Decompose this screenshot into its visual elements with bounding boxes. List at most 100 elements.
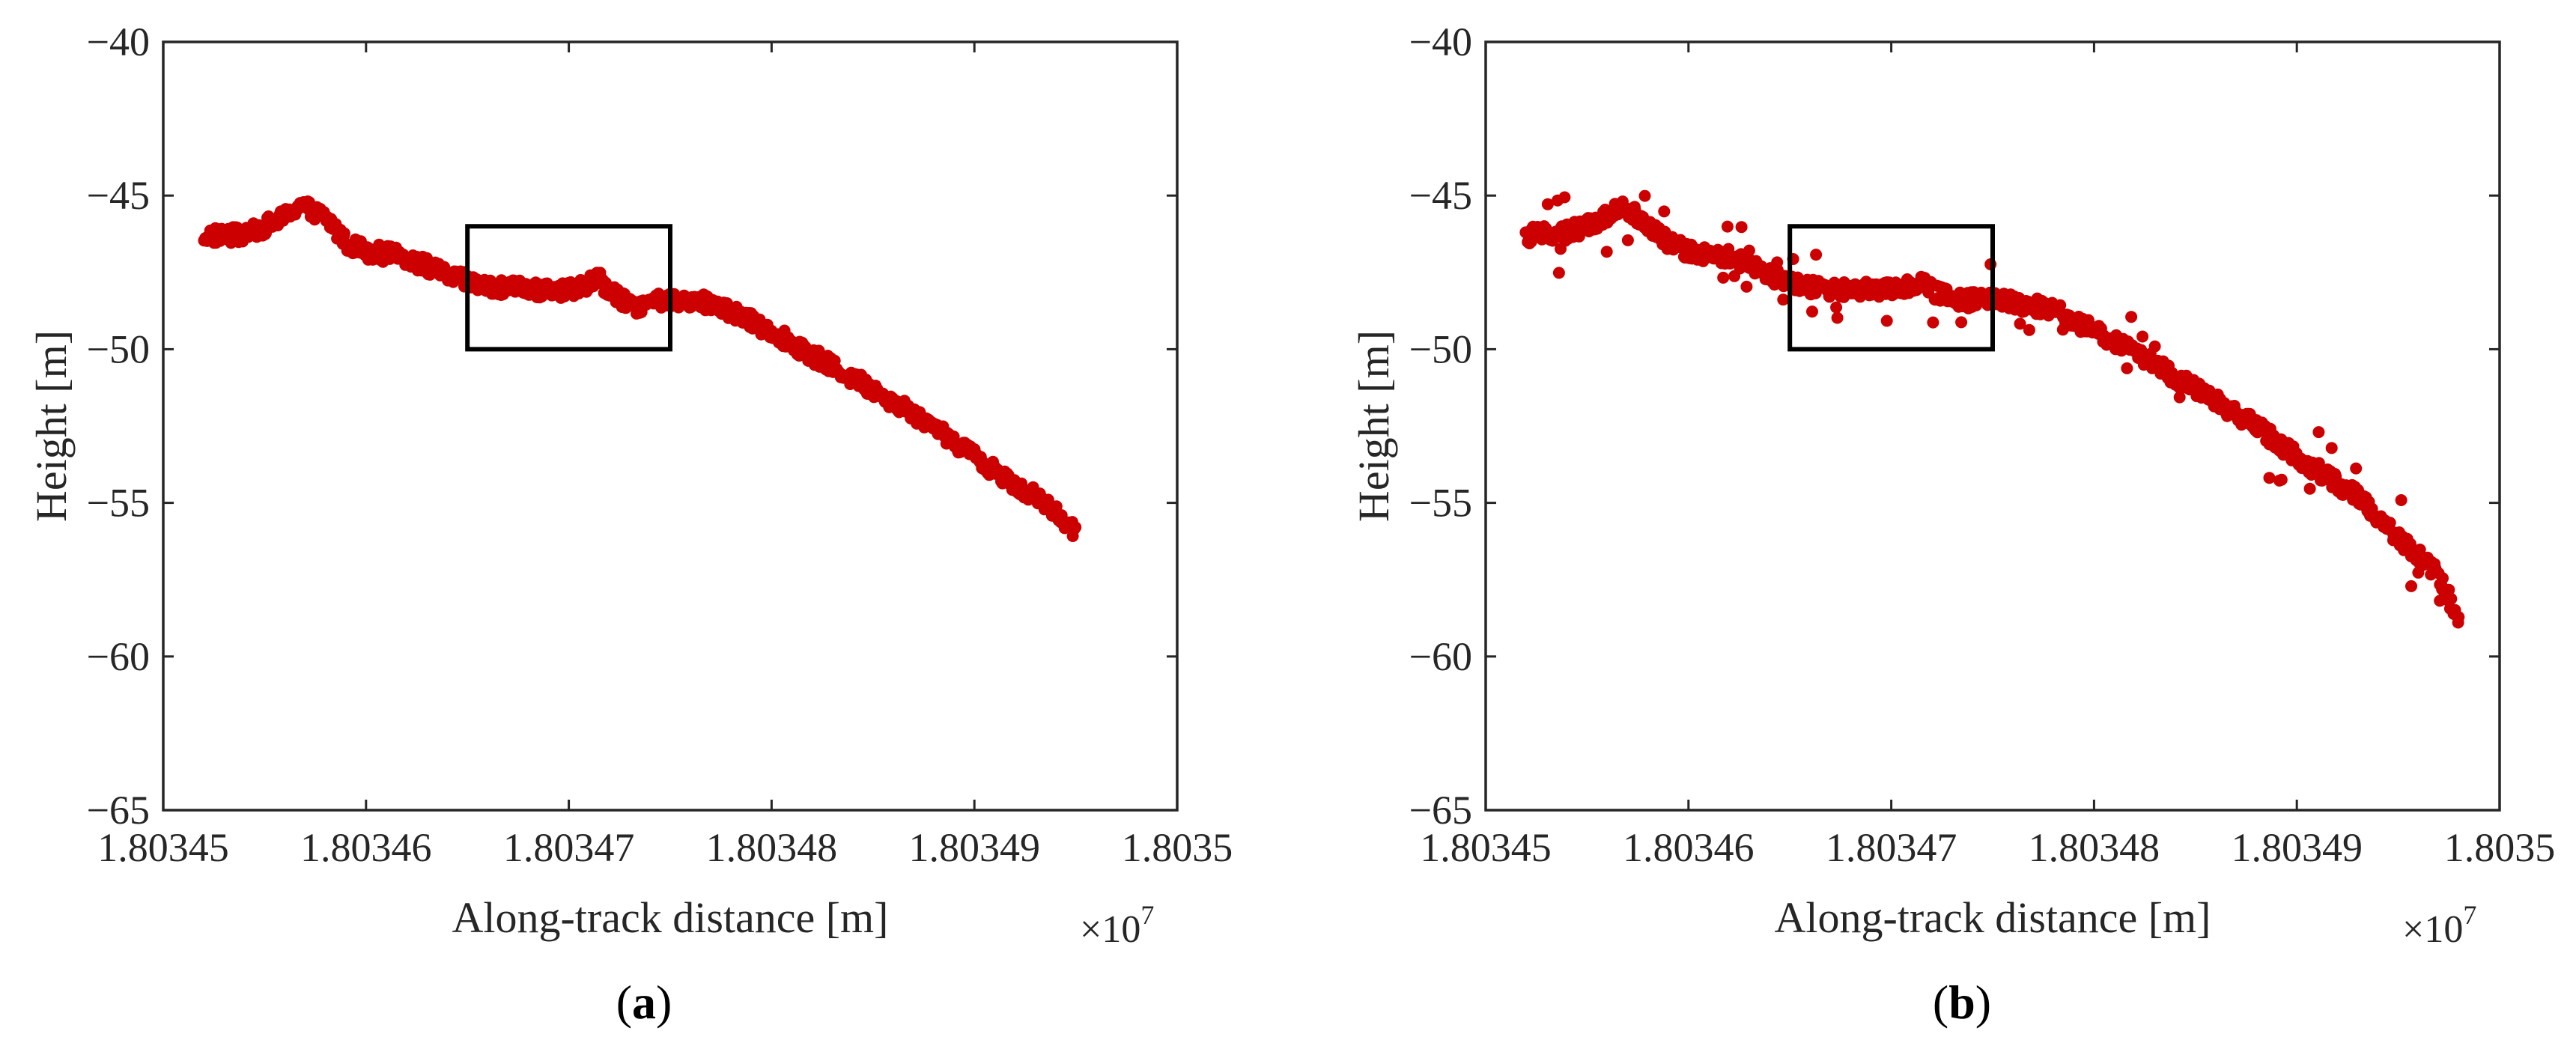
y-tick-label-b: −60 (1409, 634, 1472, 679)
x-tick-label-a: 1.80348 (706, 825, 838, 870)
panel-letter-a: a (632, 976, 656, 1029)
x-tick-label-b: 1.80348 (2029, 825, 2160, 870)
scatter-points-a (198, 195, 1082, 542)
outlier-point-b (1721, 220, 1734, 233)
x-exponent-b: ×107 (2402, 900, 2476, 951)
data-point-a (1069, 521, 1082, 534)
outlier-point-b (2395, 494, 2408, 506)
outlier-point-b (1955, 316, 1968, 329)
plot-frame-b (1484, 40, 2501, 812)
panel-letter-b: b (1948, 976, 1975, 1029)
data-point-a (438, 261, 451, 273)
data-point-b (2443, 583, 2455, 596)
outlier-point-b (1810, 249, 1823, 261)
x-tick-label-b: 1.80346 (1623, 825, 1755, 870)
outlier-point-b (1558, 191, 1571, 204)
outlier-point-b (1830, 301, 1843, 314)
y-tick-label-a: −60 (87, 634, 150, 679)
x-exponent-base-b: ×10 (2402, 908, 2463, 951)
data-point-b (1722, 243, 1735, 255)
y-axis-label-a: Height [m] (27, 330, 76, 522)
outlier-point-b (1621, 234, 1634, 246)
x-axis-label-a: Along-track distance [m] (452, 893, 888, 942)
y-tick-label-a: −65 (87, 788, 150, 833)
data-point-b (2445, 592, 2458, 605)
x-tick-label-b: 1.8035 (2444, 825, 2556, 870)
outlier-point-b (2173, 391, 2186, 404)
y-tick-label-a: −55 (87, 481, 150, 526)
y-tick-label-b: −65 (1409, 788, 1472, 833)
outlier-point-b (2121, 362, 2133, 374)
outlier-point-b (2405, 580, 2417, 592)
outlier-point-b (2303, 482, 2316, 495)
x-exponent-power-a: 7 (1140, 900, 1154, 930)
panel-label-b: (b) (1933, 976, 1991, 1029)
x-tick-label-a: 1.8035 (1122, 825, 1233, 870)
x-tick-label-b: 1.80347 (1826, 825, 1957, 870)
outlier-point-b (2325, 442, 2338, 454)
outlier-point-b (2023, 323, 2035, 336)
outlier-point-b (1831, 311, 1844, 324)
outlier-point-b (1717, 271, 1730, 284)
y-tick-label-b: −50 (1409, 326, 1472, 371)
x-tick-label-a: 1.80346 (300, 825, 432, 870)
y-tick-label-a: −50 (87, 326, 150, 371)
outlier-point-b (2014, 317, 2026, 330)
x-tick-label-a: 1.80345 (97, 825, 229, 870)
y-tick-label-b: −55 (1409, 481, 1472, 526)
x-tick-label-b: 1.80345 (1420, 825, 1552, 870)
y-tick-label-a: −40 (87, 19, 150, 64)
outlier-point-b (1541, 198, 1554, 210)
outlier-point-b (2273, 474, 2285, 487)
outlier-point-b (2350, 462, 2363, 475)
chart-panel-a: 1.80345 1.80346 1.80347 1.80348 1.80349 1.803… (27, 19, 1233, 1029)
data-point-b (2437, 572, 2449, 585)
panel-label-a: (a) (616, 976, 672, 1029)
outlier-point-b (1658, 205, 1671, 218)
outlier-point-b (1555, 243, 1567, 255)
outlier-point-b (1806, 305, 1818, 318)
outlier-point-b (2136, 330, 2149, 343)
highlight-box-a (465, 224, 672, 352)
y-tick-label-b: −45 (1409, 173, 1472, 218)
outlier-point-b (2434, 595, 2446, 607)
outlier-point-b (1771, 256, 1784, 269)
x-exponent-a: ×107 (1080, 900, 1154, 951)
outlier-point-b (2312, 426, 2325, 439)
outlier-point-b (2125, 311, 2138, 323)
x-tick-label-a: 1.80347 (503, 825, 635, 870)
x-tick-label-b: 1.80349 (2231, 825, 2363, 870)
outlier-point-b (1552, 267, 1565, 279)
outlier-point-b (1927, 316, 1939, 329)
x-exponent-power-b: 7 (2463, 900, 2476, 930)
outlier-point-b (1735, 221, 1748, 234)
x-tick-label-a: 1.80349 (908, 825, 1040, 870)
data-point-b (2414, 544, 2426, 556)
outlier-point-b (1600, 246, 1613, 258)
chart-panel-b: 1.80345 1.80346 1.80347 1.80348 1.80349 1.803… (1349, 19, 2555, 1029)
axis-ticks-b: 1.80345 1.80346 1.80347 1.80348 1.80349 1.803… (1409, 19, 2556, 870)
outlier-point-b (1743, 244, 1755, 257)
outlier-point-b (1728, 270, 1741, 282)
outlier-point-b (2148, 340, 2161, 353)
outlier-point-b (1638, 189, 1651, 202)
x-exponent-base-a: ×10 (1080, 908, 1140, 951)
data-point-a (1050, 500, 1063, 513)
highlight-box-b (1787, 224, 1995, 352)
outlier-point-b (1777, 294, 1790, 306)
y-tick-label-a: −45 (87, 173, 150, 218)
data-point-b (2452, 611, 2465, 624)
y-tick-label-b: −40 (1409, 19, 1472, 64)
y-axis-label-b: Height [m] (1349, 330, 1398, 522)
data-point-a (338, 227, 350, 240)
outlier-point-b (1740, 280, 1753, 293)
outlier-point-b (2263, 472, 2276, 484)
axis-ticks-a: 1.80345 1.80346 1.80347 1.80348 1.80349 1.803… (87, 19, 1233, 870)
outlier-point-b (1880, 314, 1893, 327)
plot-frame-a (162, 40, 1179, 812)
x-axis-label-b: Along-track distance [m] (1774, 893, 2211, 942)
outlier-point-b (2412, 566, 2425, 579)
outlier-point-b (2056, 323, 2069, 336)
